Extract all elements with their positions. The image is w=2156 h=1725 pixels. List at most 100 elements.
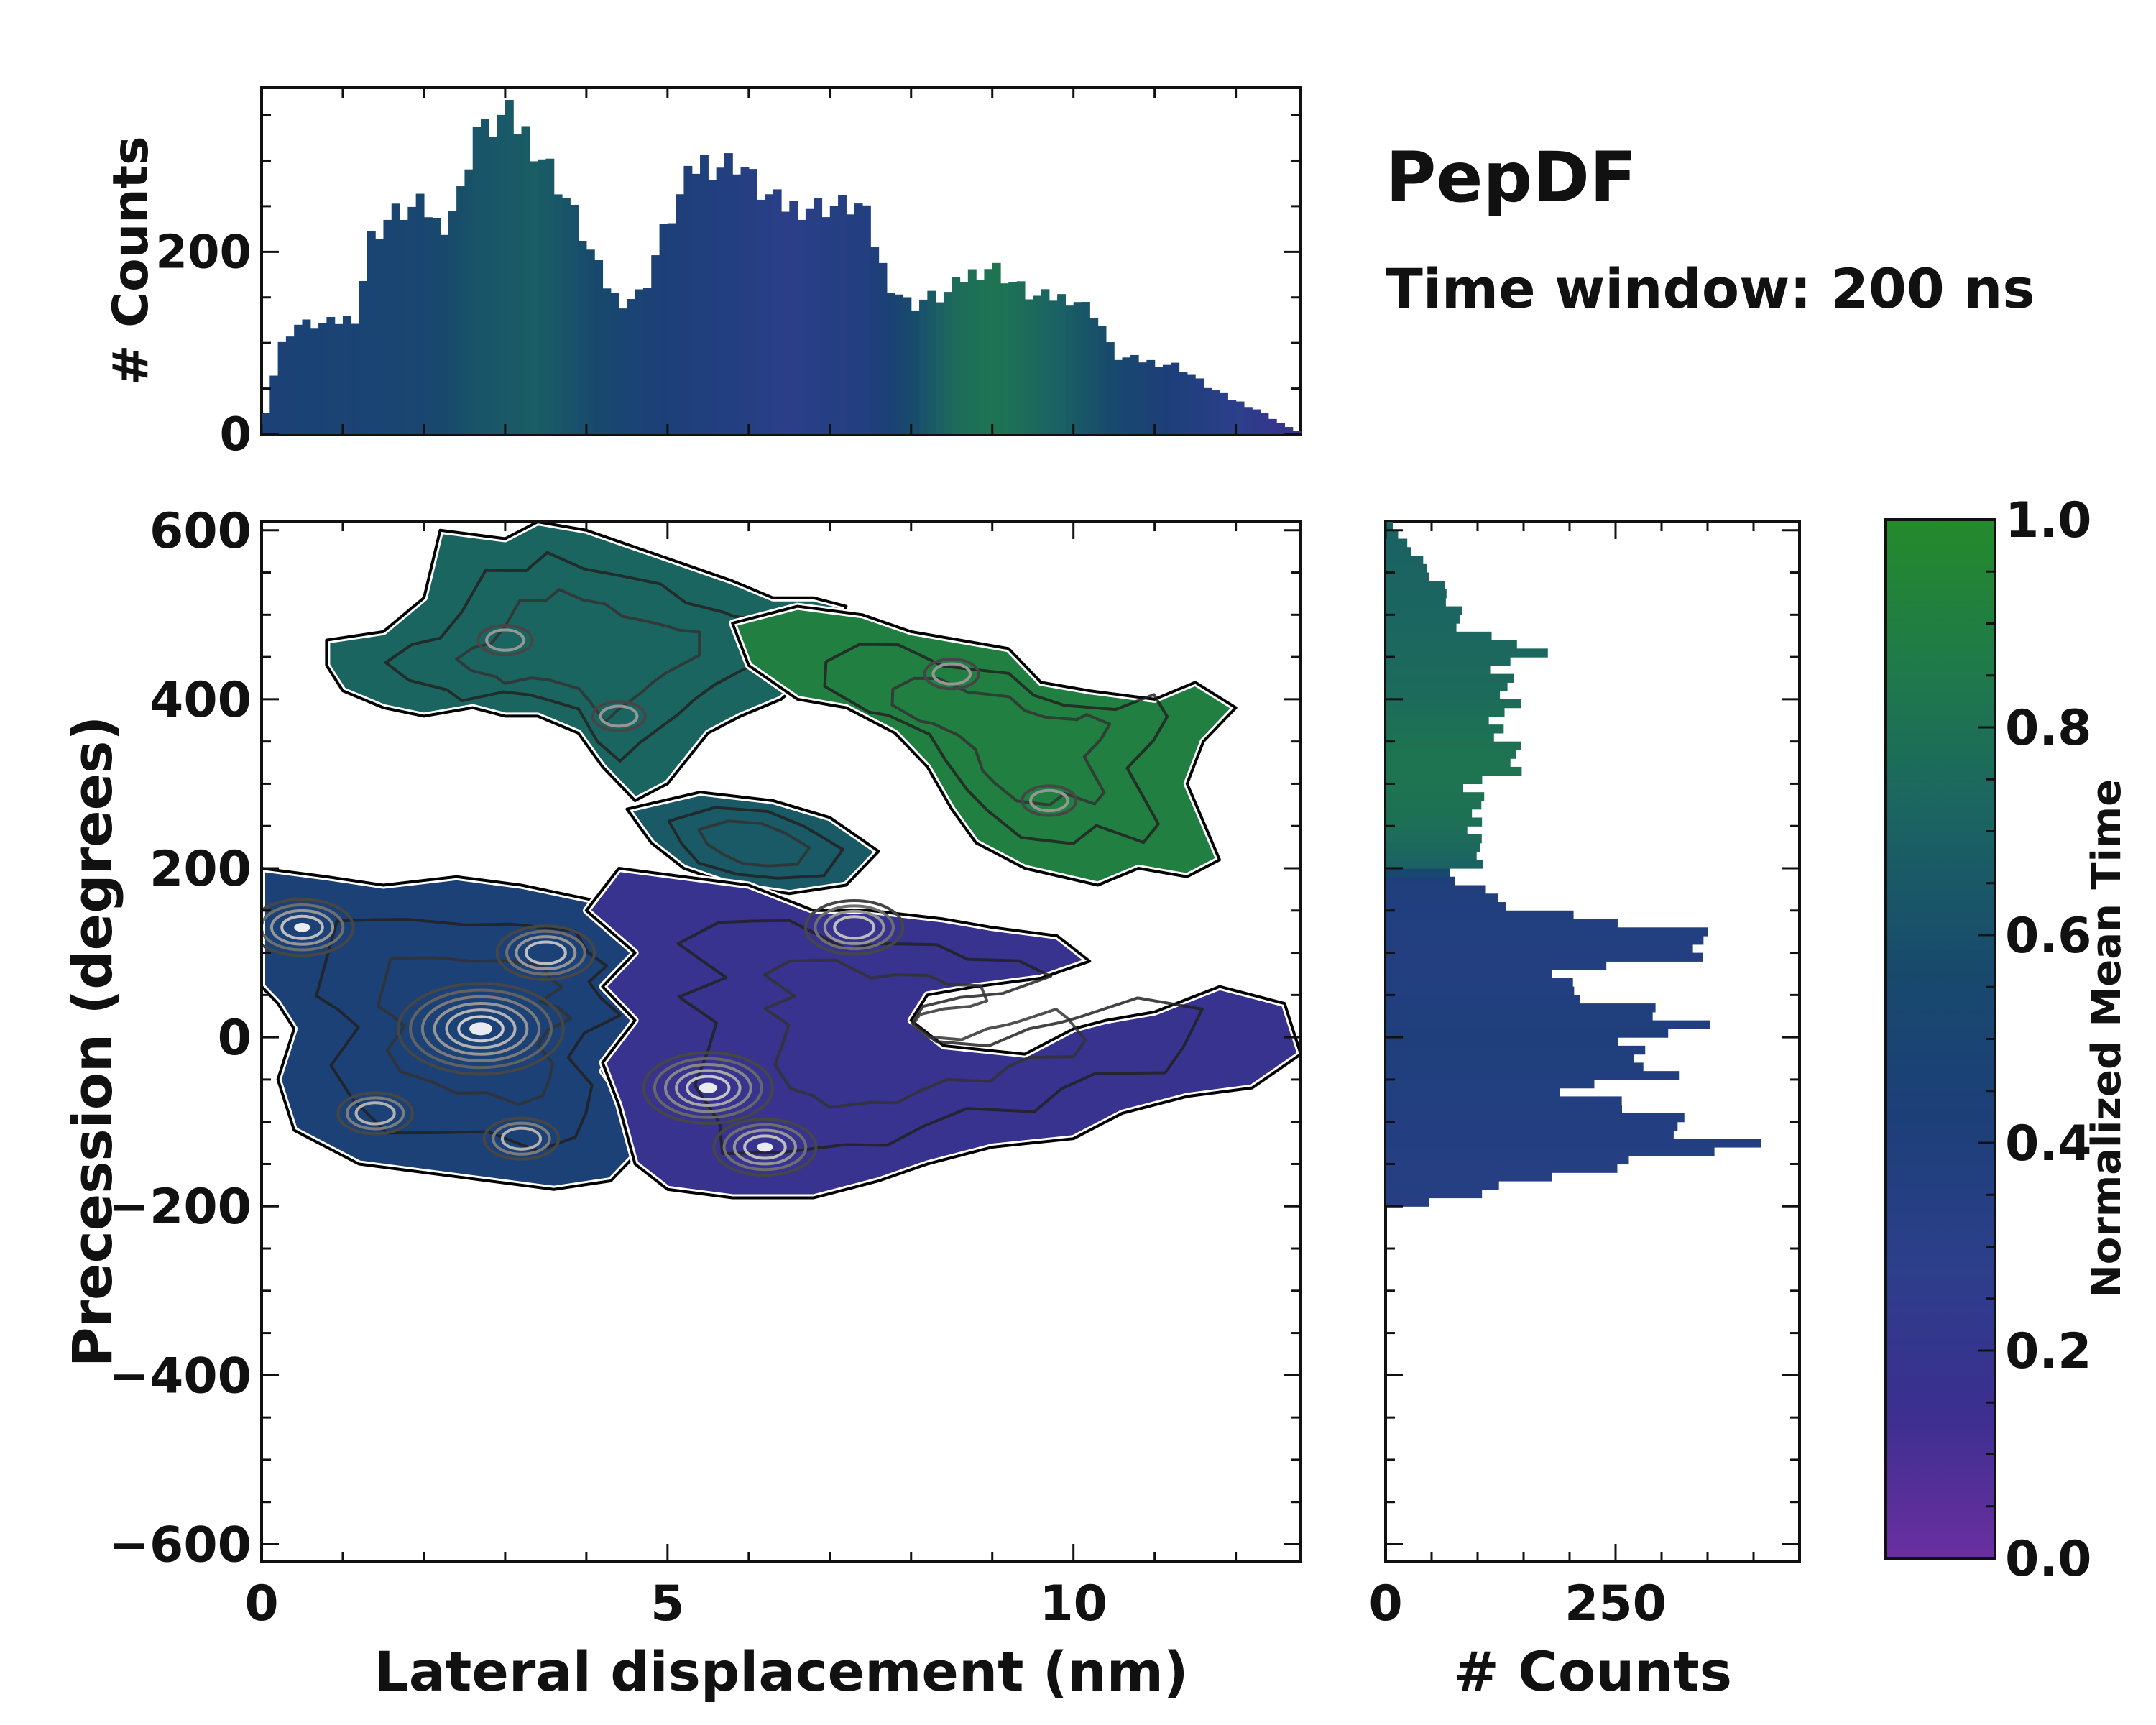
peak-b-contour — [262, 903, 345, 952]
peak-d-core — [699, 1082, 718, 1093]
colorbar-tick-label: 0.0 — [2005, 1531, 2091, 1588]
top-hist-bar — [570, 204, 579, 434]
peak-j-contour — [931, 662, 972, 686]
right-hist-bar — [1386, 1011, 1653, 1021]
joint-ytick-label: 400 — [149, 672, 252, 729]
top-hist-bar — [1195, 378, 1204, 434]
top-hist-bar — [513, 134, 522, 434]
top-hist-bar — [1000, 283, 1009, 434]
top-hist-bar — [1105, 342, 1115, 434]
right-hist-bar — [1386, 665, 1491, 675]
right-hist-bar — [1386, 817, 1483, 827]
top-hist-bar — [1049, 300, 1058, 434]
top-hist-bar — [1097, 326, 1107, 434]
top-hist-bar — [967, 269, 977, 434]
top-hist-bar — [1171, 362, 1180, 434]
top-hist-bar — [789, 201, 798, 434]
right-hist-bar — [1386, 1020, 1710, 1029]
top-hist-bar — [911, 310, 920, 434]
joint-density-plot: −600 −400 −200 0 200 400 600 0 5 10 Lateral displ… — [60, 503, 1302, 1703]
top-hist-bar — [829, 206, 839, 434]
top-hist-bar — [748, 169, 757, 434]
right-hist-bar — [1386, 1113, 1685, 1123]
right-hist-bar — [1386, 851, 1477, 860]
peak-j-contour — [923, 657, 980, 691]
top-hist-bar — [383, 219, 392, 434]
top-hist-bar — [285, 336, 295, 434]
top-hist-bar — [700, 155, 709, 434]
right-hist-bar — [1386, 826, 1468, 835]
peak-d-contour — [642, 1051, 774, 1125]
top-hist-bar — [318, 323, 327, 434]
peak-e-contour — [712, 1117, 818, 1177]
joint-ytick-label: 600 — [149, 503, 252, 560]
joint-plot-xlabel: Lateral displacement (nm) — [374, 1639, 1188, 1703]
right-hist-bar — [1386, 530, 1399, 540]
right-hist-bar — [1386, 783, 1463, 793]
right-hist-bar — [1386, 1130, 1674, 1139]
right-hist-bar — [1386, 910, 1574, 920]
right-hist-bar — [1386, 944, 1693, 954]
right-hist-bar — [1386, 724, 1504, 734]
top-hist-bar — [1235, 401, 1245, 434]
top-hist-bar — [1292, 431, 1302, 434]
colorbar-tick-label: 1.0 — [2005, 492, 2091, 549]
peak-g-contour — [336, 1091, 414, 1136]
top-hist-ytick-label: 200 — [155, 226, 252, 279]
right-hist-bar — [1386, 1138, 1761, 1148]
top-hist-bar — [277, 341, 287, 434]
top-hist-bar — [1138, 362, 1147, 434]
right-hist-bar — [1386, 597, 1446, 607]
top-hist-bar — [1008, 282, 1018, 434]
peak-i-contour — [485, 628, 525, 652]
right-hist-bar — [1386, 758, 1511, 768]
top-hist-bar — [1154, 367, 1164, 434]
right-hist-bar — [1386, 1121, 1678, 1131]
peak-a-contour — [397, 982, 565, 1076]
top-hist-bar — [619, 308, 627, 434]
top-hist-bar — [270, 375, 279, 434]
top-hist-bar — [1203, 387, 1212, 434]
peak-a-contour — [409, 988, 553, 1070]
top-hist-bar — [400, 219, 408, 434]
top-hist-bar — [821, 217, 831, 434]
colorbar-tick-label: 0.4 — [2005, 1116, 2091, 1172]
peak-b-contour — [270, 908, 335, 946]
right-hist-bar — [1386, 766, 1522, 776]
top-hist-bar — [440, 234, 449, 434]
peak-a-contour — [420, 995, 541, 1063]
right-hist-bar — [1386, 1087, 1560, 1098]
top-hist-bar — [952, 277, 961, 434]
top-hist-bar — [895, 294, 904, 434]
top-hist-bar — [740, 167, 750, 434]
right-hist-bar — [1386, 657, 1511, 666]
top-hist-bar — [602, 288, 612, 434]
top-hist-bar — [423, 217, 433, 434]
top-hist-bar — [1073, 302, 1082, 434]
right-hist-bar — [1386, 1146, 1715, 1156]
colorbar-gradient — [1886, 520, 1995, 1558]
right-hist-bar — [1386, 716, 1489, 725]
right-hist-bar — [1386, 792, 1485, 801]
right-hist-bar — [1386, 682, 1508, 691]
top-hist-bar — [294, 324, 303, 434]
top-hist-bar — [984, 269, 993, 434]
right-hist-bar — [1386, 1189, 1483, 1199]
right-hist-bar — [1386, 902, 1506, 911]
top-hist-bar — [456, 186, 466, 434]
top-hist-bar — [651, 255, 660, 434]
peak-f-contour — [823, 909, 885, 945]
top-hist-bar — [359, 280, 368, 434]
top-hist-bar — [367, 231, 376, 434]
top-hist-bar — [642, 288, 652, 434]
right-hist-xtick-label: 0 — [1368, 1576, 1402, 1632]
top-hist-bar — [805, 208, 814, 434]
top-hist-bar — [1041, 289, 1050, 434]
right-hist-bar — [1386, 834, 1482, 844]
right-hist-bar — [1386, 885, 1486, 894]
top-hist-bar — [814, 198, 823, 434]
peak-c-contour — [495, 924, 596, 981]
top-hist-bar — [538, 159, 546, 435]
top-hist-bar — [375, 239, 384, 434]
